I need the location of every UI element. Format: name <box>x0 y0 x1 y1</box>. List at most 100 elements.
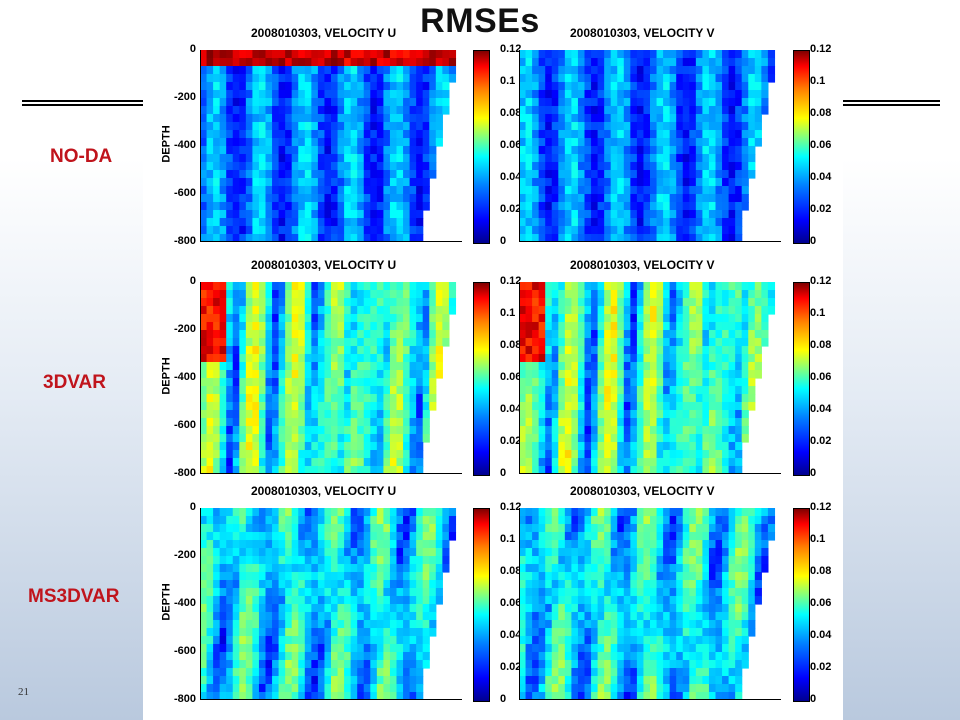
heatmap-cell <box>597 202 605 211</box>
heatmap-cell <box>232 58 240 67</box>
heatmap-cell <box>213 540 221 549</box>
heatmap-cell <box>337 628 345 637</box>
heatmap-cell <box>357 170 365 179</box>
heatmap-cell <box>317 106 326 115</box>
heatmap-cell <box>728 130 736 139</box>
heatmap-cell <box>754 58 762 67</box>
heatmap-cell <box>663 450 671 459</box>
panel-title-u: 2008010303, VELOCITY U <box>251 258 397 272</box>
heatmap-cell <box>532 154 540 163</box>
heatmap-cell <box>409 596 417 605</box>
heatmap-cell <box>239 58 247 67</box>
heatmap-cell <box>416 114 424 123</box>
heatmap-cell <box>317 532 326 541</box>
heatmap-cell <box>643 306 651 315</box>
heatmap-cell <box>409 362 417 371</box>
heatmap-cell <box>708 282 717 291</box>
heatmap-cell <box>285 556 293 565</box>
heatmap-cell <box>715 524 723 533</box>
heatmap-cell <box>291 194 299 203</box>
heatmap-cell <box>525 162 533 171</box>
heatmap-cell <box>363 692 371 700</box>
heatmap-cell <box>571 524 579 533</box>
heatmap-cell <box>722 66 730 75</box>
heatmap-cell <box>344 516 352 525</box>
heatmap-cell <box>630 58 638 67</box>
heatmap-cell <box>206 154 214 163</box>
heatmap-cell <box>311 564 319 573</box>
colorbar <box>793 282 810 476</box>
heatmap-cell <box>728 194 736 203</box>
heatmap-cell <box>252 306 260 315</box>
heatmap-cell <box>232 434 240 443</box>
heatmap-cell <box>604 282 612 291</box>
heatmap-cell <box>429 596 437 605</box>
heatmap-cell <box>219 442 227 451</box>
heatmap-cell <box>285 234 293 242</box>
heatmap-cell <box>232 138 240 147</box>
heatmap-cell <box>728 572 736 581</box>
heatmap-cell <box>545 394 553 403</box>
heatmap-cell <box>219 226 227 235</box>
heatmap-cell <box>200 410 208 419</box>
heatmap-cell <box>317 314 326 323</box>
heatmap-cell <box>591 138 599 147</box>
heatmap-cell <box>213 298 221 307</box>
heatmap-cell <box>636 572 645 581</box>
heatmap-cell <box>722 74 730 83</box>
heatmap-cell <box>331 122 339 131</box>
heatmap-cell <box>422 660 430 669</box>
heatmap-cell <box>545 66 553 75</box>
heatmap-cell <box>435 540 443 549</box>
heatmap-cell <box>206 394 214 403</box>
heatmap-cell <box>525 516 533 525</box>
heatmap-cell <box>525 154 533 163</box>
heatmap-cell <box>695 466 703 474</box>
heatmap-cell <box>416 684 424 693</box>
heatmap-cell <box>383 122 391 131</box>
heatmap-cell <box>708 90 717 99</box>
heatmap-cell <box>265 548 273 557</box>
heatmap-cell <box>577 210 586 219</box>
heatmap-cell <box>571 362 579 371</box>
heatmap-cell <box>206 572 214 581</box>
heatmap-cell <box>324 402 332 411</box>
heatmap-cell <box>702 442 710 451</box>
heatmap-cell <box>669 178 677 187</box>
heatmap-cell <box>695 194 703 203</box>
heatmap-cell <box>532 314 540 323</box>
heatmap-cell <box>708 572 717 581</box>
heatmap-cell <box>396 410 404 419</box>
heatmap-cell <box>610 322 618 331</box>
heatmap-cell <box>708 122 717 131</box>
heatmap-cell <box>558 466 566 474</box>
heatmap-cell <box>304 450 312 459</box>
heatmap-cell <box>363 154 371 163</box>
heatmap-cell <box>597 572 605 581</box>
heatmap-cell <box>519 532 527 541</box>
heatmap-cell <box>532 540 540 549</box>
heatmap-cell <box>226 306 234 315</box>
heatmap-cell <box>715 170 723 179</box>
heatmap-cell <box>357 410 365 419</box>
heatmap-cell <box>226 418 234 427</box>
heatmap-cell <box>200 138 208 147</box>
heatmap-cell <box>748 162 756 171</box>
heatmap-cell <box>258 466 267 474</box>
heatmap-cell <box>591 194 599 203</box>
heatmap-cell <box>741 66 749 75</box>
heatmap-cell <box>532 338 540 347</box>
heatmap-cell <box>538 370 546 379</box>
heatmap-cell <box>298 532 306 541</box>
heatmap-cell <box>304 98 312 107</box>
heatmap-cell <box>298 170 306 179</box>
heatmap-cell <box>741 74 749 83</box>
heatmap-cell <box>735 178 743 187</box>
heatmap-cell <box>636 210 645 219</box>
heatmap-cell <box>728 596 736 605</box>
heatmap-cell <box>363 564 371 573</box>
heatmap-cell <box>324 636 332 645</box>
heatmap-cell <box>396 234 404 242</box>
heatmap-cell <box>409 306 417 315</box>
heatmap-cell <box>383 290 391 299</box>
